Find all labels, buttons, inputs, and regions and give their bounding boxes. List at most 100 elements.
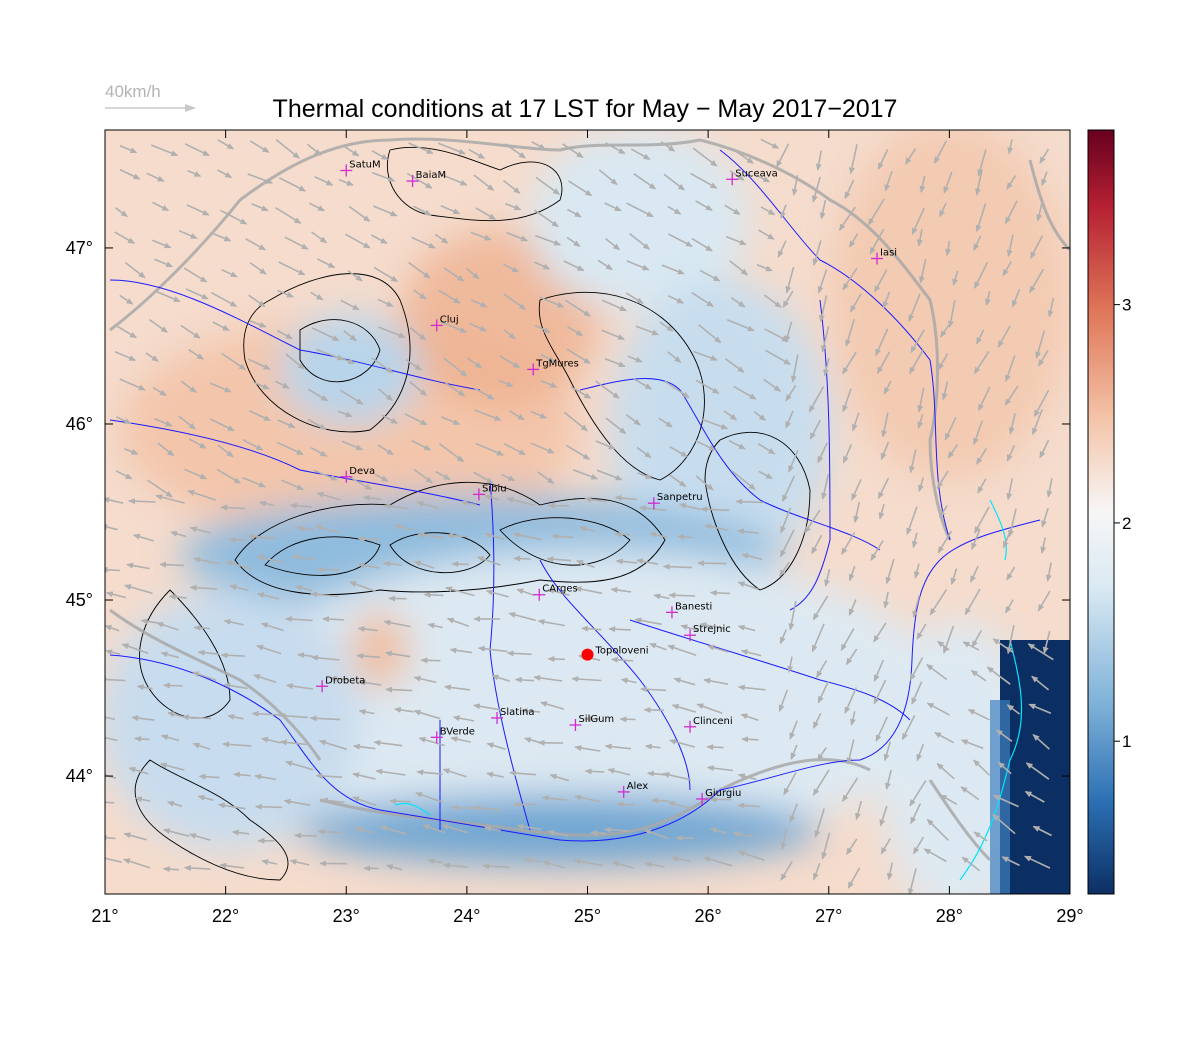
wind-arrow: [212, 321, 230, 332]
wind-arrow: [255, 554, 284, 564]
wind-arrow: [373, 739, 403, 747]
wind-arrow: [1047, 297, 1055, 318]
rivers: [109, 149, 1041, 842]
wind-arrow: [909, 349, 924, 375]
wind-arrow: [1007, 139, 1014, 155]
wind-arrow: [329, 675, 348, 682]
wind-arrow: [277, 419, 296, 429]
wind-arrow: [731, 470, 756, 491]
wind-arrow: [849, 144, 858, 175]
wind-arrow: [533, 261, 551, 270]
wind-arrow: [438, 289, 461, 304]
wind-arrow: [811, 623, 825, 653]
wind-arrow: [1032, 734, 1050, 750]
wind-arrows: [105, 138, 1055, 894]
wind-arrow: [736, 528, 759, 535]
wind-arrow: [969, 565, 979, 583]
wind-arrow: [473, 174, 495, 191]
wind-arrow: [307, 388, 329, 402]
wind-arrow: [740, 713, 759, 722]
wind-arrow: [692, 147, 718, 167]
wind-arrow: [823, 357, 830, 377]
wind-arrow: [183, 267, 208, 283]
wind-arrow: [251, 710, 282, 717]
wind-arrow: [925, 663, 948, 681]
wind-arrow: [442, 768, 467, 778]
wind-arrow: [760, 206, 776, 216]
wind-arrow: [520, 707, 541, 714]
wind-arrow: [698, 324, 722, 344]
wind-arrow: [140, 618, 158, 625]
wind-arrow: [846, 838, 858, 856]
city-marker: SatuM: [340, 159, 381, 177]
wind-arrow: [406, 172, 433, 189]
wind-arrow: [758, 229, 775, 240]
city-label: Sibiu: [482, 483, 507, 494]
wind-arrow: [779, 529, 795, 558]
wind-arrow: [465, 267, 480, 280]
wind-arrow: [997, 325, 1011, 348]
wind-arrow: [937, 353, 949, 371]
wind-arrow: [785, 385, 797, 402]
wind-arrow: [311, 326, 340, 342]
wind-arrow: [780, 860, 793, 881]
wind-arrow: [644, 743, 661, 750]
wind-arrow: [275, 138, 300, 159]
wind-arrow: [409, 327, 427, 341]
wind-arrow: [816, 659, 828, 679]
wind-arrow: [253, 674, 277, 684]
wind-arrow: [973, 759, 991, 776]
wind-arrow: [605, 417, 627, 435]
wind-arrow: [530, 410, 548, 419]
city-label: Sanpetru: [657, 492, 703, 503]
wind-arrow: [413, 289, 427, 300]
wind-arrow: [579, 525, 595, 533]
wind-arrow: [905, 148, 917, 165]
wind-arrow: [604, 357, 626, 368]
wind-arrow: [309, 715, 341, 722]
wind-arrow: [289, 859, 310, 866]
wind-arrow: [378, 326, 406, 339]
wind-arrow: [491, 674, 510, 682]
wind-arrow: [819, 200, 827, 220]
wind-arrow: [279, 177, 307, 192]
wind-arrow: [342, 144, 360, 157]
wind-arrow: [547, 829, 568, 837]
wind-arrow: [417, 532, 444, 539]
wind-arrow: [278, 712, 308, 719]
city-label: Alex: [627, 781, 649, 792]
wind-arrow: [952, 270, 959, 287]
wind-arrow: [604, 743, 632, 750]
wind-arrow: [1045, 562, 1052, 582]
wind-arrow: [418, 736, 445, 747]
wind-arrow: [444, 586, 475, 597]
wind-arrow: [379, 825, 408, 836]
wind-arrow: [870, 540, 884, 562]
wind-arrow: [159, 762, 185, 771]
wind-arrow: [512, 532, 542, 541]
wind-arrow: [910, 803, 922, 825]
wind-arrow: [383, 619, 411, 628]
wind-arrow: [976, 447, 988, 465]
wind-arrow: [1041, 171, 1048, 187]
wind-arrow: [784, 321, 793, 343]
wind-arrow: [610, 587, 632, 593]
wind-arrow: [498, 379, 514, 388]
wind-arrow: [534, 324, 551, 334]
wind-arrow: [358, 708, 375, 715]
wind-arrow: [310, 654, 340, 661]
wind-arrow: [420, 657, 441, 664]
wind-arrow: [724, 204, 741, 215]
wind-arrow: [316, 566, 340, 573]
wind-arrow: [630, 148, 651, 160]
wind-arrow: [166, 800, 183, 808]
wind-arrow: [723, 410, 738, 421]
wind-arrow: [884, 170, 893, 192]
wind-reference-label: 40km/h: [105, 82, 161, 101]
wind-arrow: [1002, 530, 1011, 549]
wind-arrow: [916, 743, 925, 762]
wind-arrow: [620, 677, 637, 684]
lat-tick-label: 46°: [66, 414, 93, 434]
wind-arrow: [178, 229, 198, 239]
wind-arrow: [352, 743, 376, 750]
